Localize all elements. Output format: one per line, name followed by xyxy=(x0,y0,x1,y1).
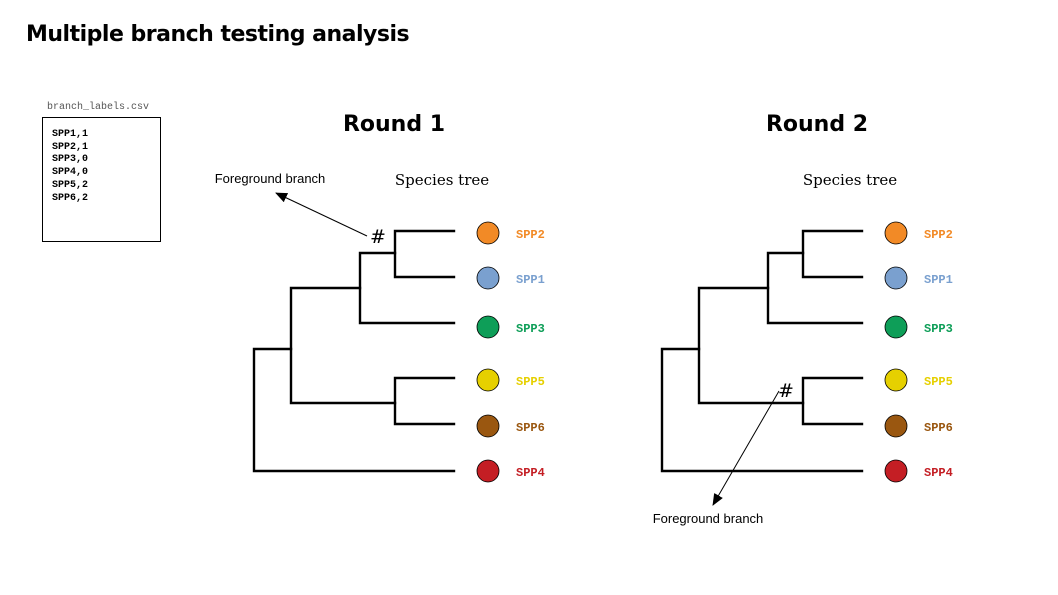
species-marker-spp6 xyxy=(884,414,908,438)
species-label-spp6: SPP6 xyxy=(924,421,953,435)
round-1-foreground-arrow xyxy=(275,192,368,237)
species-marker-spp2 xyxy=(884,221,908,245)
species-marker-spp1 xyxy=(884,266,908,290)
species-label-spp5: SPP5 xyxy=(924,375,953,389)
round-2-tree-label: Species tree xyxy=(803,171,897,189)
species-label-spp1: SPP1 xyxy=(516,273,545,287)
species-label-spp3: SPP3 xyxy=(924,322,953,336)
species-label-spp2: SPP2 xyxy=(516,228,545,242)
round-2-panel: Round 2 Species tree Foreground branch #… xyxy=(653,112,953,526)
round-1-species-tree xyxy=(252,229,456,473)
csv-line: SPP3,0 xyxy=(52,154,89,166)
csv-filename: branch_labels.csv xyxy=(47,102,150,113)
csv-line: SPP5,2 xyxy=(52,179,89,191)
round-1-foreground-marker: # xyxy=(370,226,386,248)
species-marker-spp5 xyxy=(476,368,500,392)
species-marker-spp5 xyxy=(884,368,908,392)
round-1-tips: SPP2 SPP1 SPP3 SPP5 SPP6 SPP4 xyxy=(476,221,545,483)
csv-line: SPP6,2 xyxy=(52,192,89,204)
species-marker-spp4 xyxy=(884,459,908,483)
species-marker-spp1 xyxy=(476,266,500,290)
species-marker-spp2 xyxy=(476,221,500,245)
species-label-spp4: SPP4 xyxy=(924,466,953,480)
species-label-spp2: SPP2 xyxy=(924,228,953,242)
species-label-spp4: SPP4 xyxy=(516,466,545,480)
species-marker-spp3 xyxy=(884,315,908,339)
round-1-title: Round 1 xyxy=(343,112,445,137)
species-label-spp5: SPP5 xyxy=(516,375,545,389)
species-label-spp6: SPP6 xyxy=(516,421,545,435)
species-marker-spp3 xyxy=(476,315,500,339)
species-label-spp1: SPP1 xyxy=(924,273,953,287)
csv-line: SPP4,0 xyxy=(52,167,89,179)
species-label-spp3: SPP3 xyxy=(516,322,545,336)
round-1-tree-label: Species tree xyxy=(395,171,489,189)
round-2-title: Round 2 xyxy=(766,112,868,137)
csv-line: SPP2,1 xyxy=(52,141,89,153)
csv-line: SPP1,1 xyxy=(52,129,89,140)
page-title: Multiple branch testing analysis xyxy=(26,22,410,47)
round-2-tips: SPP2 SPP1 SPP3 SPP5 SPP6 SPP4 xyxy=(884,221,953,483)
round-2-species-tree xyxy=(660,229,864,473)
round-1-panel: Round 1 Species tree Foreground branch #… xyxy=(215,112,545,483)
species-marker-spp6 xyxy=(476,414,500,438)
round-1-foreground-label: Foreground branch xyxy=(215,171,326,186)
csv-file-box: SPP1,1 SPP2,1 SPP3,0 SPP4,0 SPP5,2 SPP6,… xyxy=(42,117,161,242)
round-2-foreground-arrow xyxy=(712,390,780,506)
round-2-foreground-marker: # xyxy=(778,380,794,402)
round-2-foreground-label: Foreground branch xyxy=(653,511,764,526)
species-marker-spp4 xyxy=(476,459,500,483)
